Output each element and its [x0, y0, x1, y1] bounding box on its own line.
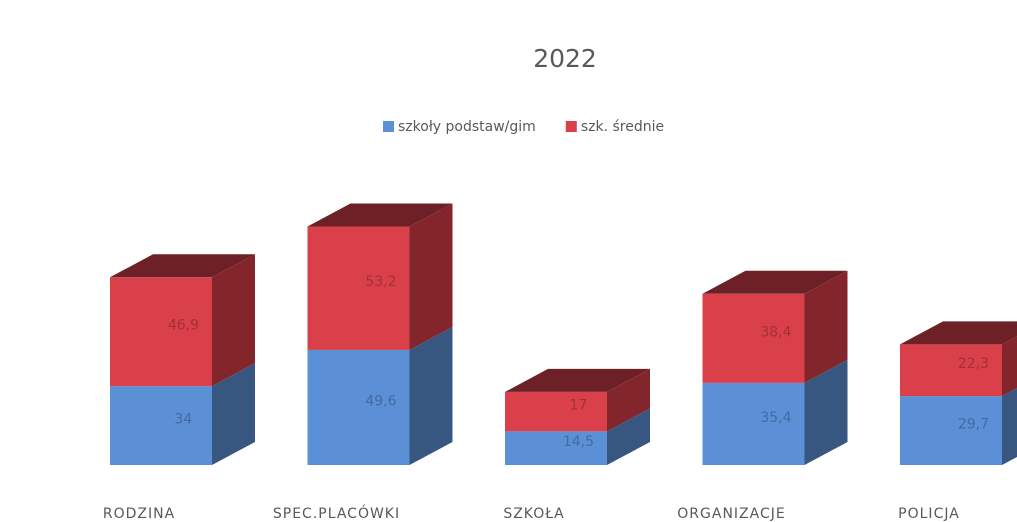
bar-segment — [307, 226, 410, 350]
bar-side — [409, 326, 453, 465]
bar-side — [607, 408, 650, 465]
bar-side — [1002, 336, 1017, 397]
bar-segment — [505, 431, 607, 465]
x-tick-label: RODZINA — [103, 506, 175, 522]
value-label: 38,4 — [760, 324, 791, 340]
value-label: 29,7 — [958, 417, 989, 433]
chart-title: 2022 — [533, 44, 597, 73]
bar-side — [409, 203, 453, 350]
legend-swatch — [565, 121, 577, 132]
bar-top — [900, 321, 1017, 345]
bar-side — [212, 254, 255, 387]
bar-segment — [110, 277, 212, 387]
bar-top — [702, 270, 848, 294]
bar-segment — [110, 386, 212, 465]
value-label: 53,2 — [365, 274, 396, 290]
value-label: 17 — [570, 398, 588, 414]
x-tick-label: SZKOŁA — [503, 506, 564, 522]
bar-side — [607, 368, 650, 432]
bar-segment — [307, 349, 410, 465]
bar-side — [804, 359, 848, 465]
legend-label: szkoły podstaw/gim — [398, 119, 536, 135]
value-label: 34 — [175, 412, 193, 428]
bar-side — [212, 363, 255, 465]
value-label: 35,4 — [760, 410, 791, 426]
legend-label: szk. średnie — [581, 119, 664, 135]
value-label: 14,5 — [563, 434, 594, 450]
bar-segment — [702, 293, 805, 383]
x-tick-label: POLICJA — [898, 506, 960, 522]
x-tick-label: ORGANIZACJE — [677, 506, 785, 522]
value-label: 22,3 — [958, 356, 989, 372]
bar-segment — [702, 382, 805, 465]
bar-segment — [900, 344, 1002, 397]
x-tick-label: SPEC.PLACÓWKI — [273, 504, 400, 522]
bar-top — [505, 368, 650, 392]
value-label: 46,9 — [168, 318, 199, 334]
bar-side — [804, 270, 848, 383]
bar-segment — [505, 391, 607, 432]
value-label: 49,6 — [365, 393, 396, 409]
bar-top — [307, 203, 453, 227]
legend-swatch — [383, 121, 394, 132]
bar-side — [1002, 388, 1017, 465]
bar-top — [110, 254, 255, 278]
bar-segment — [900, 396, 1002, 465]
